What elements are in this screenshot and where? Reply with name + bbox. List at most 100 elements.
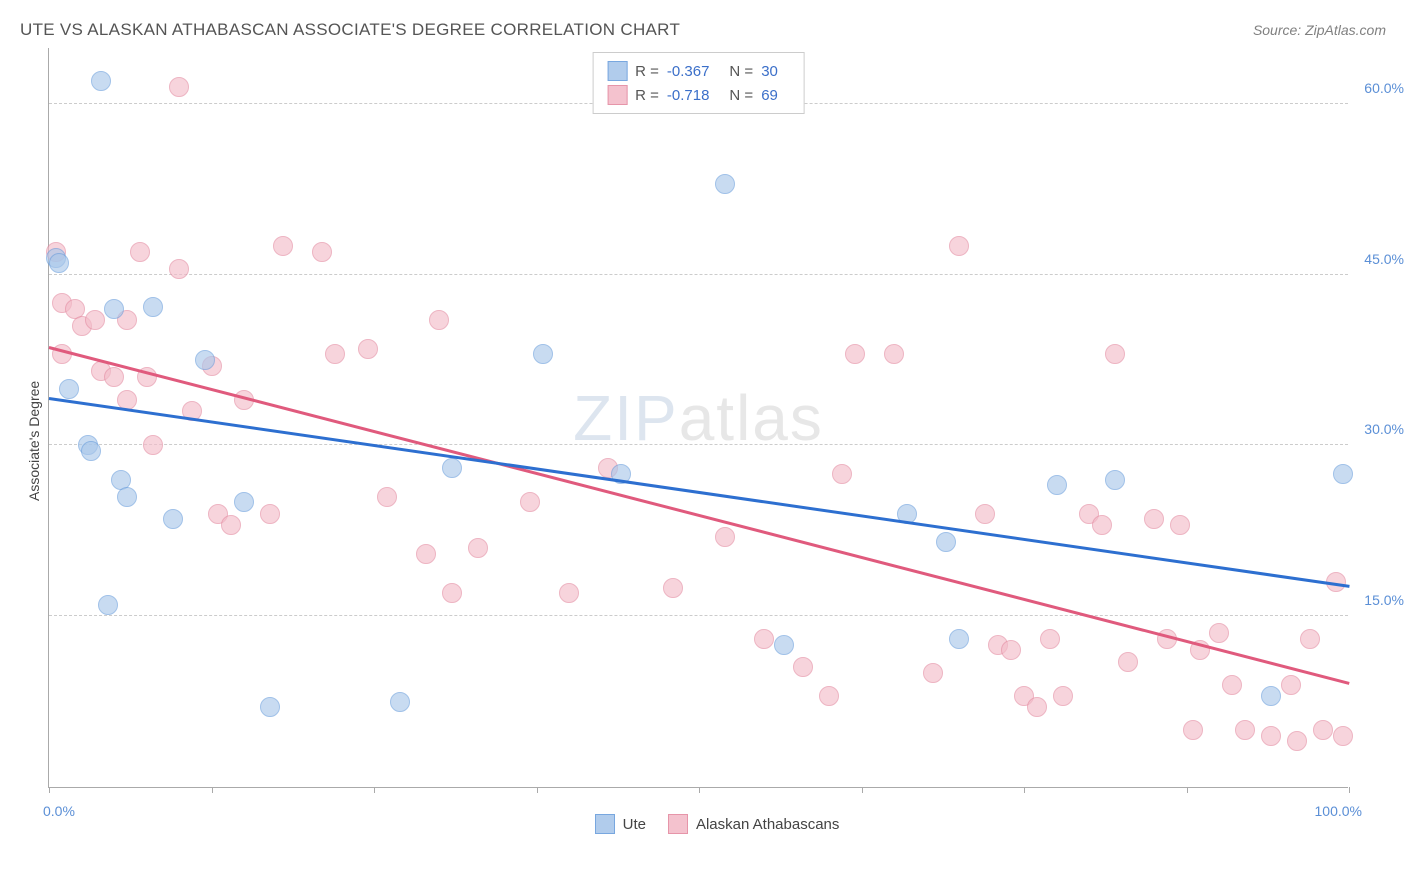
point-ute — [104, 299, 124, 319]
athabascan-r-value: -0.718 — [667, 87, 710, 104]
point-athabascan — [663, 578, 683, 598]
point-ute — [390, 692, 410, 712]
point-athabascan — [442, 583, 462, 603]
point-ute — [143, 297, 163, 317]
swatch-athabascan — [607, 85, 627, 105]
point-athabascan — [520, 492, 540, 512]
point-ute — [1333, 464, 1353, 484]
point-ute — [442, 458, 462, 478]
point-athabascan — [1313, 720, 1333, 740]
point-athabascan — [169, 77, 189, 97]
point-athabascan — [832, 464, 852, 484]
swatch-ute — [595, 814, 615, 834]
athabascan-n-value: 69 — [761, 87, 778, 104]
point-athabascan — [1222, 675, 1242, 695]
point-athabascan — [1209, 623, 1229, 643]
point-athabascan — [1300, 629, 1320, 649]
point-athabascan — [1144, 509, 1164, 529]
r-label: R = — [635, 87, 659, 104]
point-athabascan — [949, 236, 969, 256]
y-axis-label: Associate's Degree — [20, 48, 48, 834]
legend-item-athabascan: Alaskan Athabascans — [668, 814, 839, 834]
point-ute — [774, 635, 794, 655]
point-athabascan — [975, 504, 995, 524]
x-tick-label-right: 100.0% — [1315, 803, 1362, 819]
ute-n-value: 30 — [761, 63, 778, 80]
point-athabascan — [1053, 686, 1073, 706]
point-athabascan — [819, 686, 839, 706]
point-athabascan — [1261, 726, 1281, 746]
point-ute — [98, 595, 118, 615]
point-ute — [163, 509, 183, 529]
point-ute — [936, 532, 956, 552]
x-tick — [699, 787, 700, 793]
x-tick — [1349, 787, 1350, 793]
point-athabascan — [1001, 640, 1021, 660]
y-tick-label: 15.0% — [1364, 592, 1404, 608]
point-athabascan — [325, 344, 345, 364]
point-ute — [49, 253, 69, 273]
chart-container: Associate's Degree ZIPatlas R = -0.367 N… — [20, 48, 1386, 834]
legend-item-ute: Ute — [595, 814, 646, 834]
x-tick — [49, 787, 50, 793]
stats-legend: R = -0.367 N = 30 R = -0.718 N = 69 — [592, 52, 805, 114]
point-athabascan — [1105, 344, 1125, 364]
y-tick-label: 45.0% — [1364, 251, 1404, 267]
point-athabascan — [754, 629, 774, 649]
source-credit: Source: ZipAtlas.com — [1253, 22, 1386, 38]
x-tick — [537, 787, 538, 793]
y-tick-label: 30.0% — [1364, 421, 1404, 437]
series-legend: Ute Alaskan Athabascans — [48, 814, 1386, 834]
point-athabascan — [559, 583, 579, 603]
gridline — [49, 274, 1348, 275]
swatch-athabascan — [668, 814, 688, 834]
point-athabascan — [169, 259, 189, 279]
point-athabascan — [1333, 726, 1353, 746]
plot-area: ZIPatlas R = -0.367 N = 30 R = -0.718 N … — [48, 48, 1348, 788]
stats-row-athabascan: R = -0.718 N = 69 — [607, 83, 790, 107]
x-tick — [1187, 787, 1188, 793]
point-athabascan — [143, 435, 163, 455]
point-athabascan — [130, 242, 150, 262]
legend-label-athabascan: Alaskan Athabascans — [696, 816, 839, 833]
point-athabascan — [1092, 515, 1112, 535]
point-ute — [195, 350, 215, 370]
x-tick-label-left: 0.0% — [43, 803, 75, 819]
point-athabascan — [845, 344, 865, 364]
point-athabascan — [312, 242, 332, 262]
x-tick — [374, 787, 375, 793]
point-athabascan — [715, 527, 735, 547]
gridline — [49, 444, 1348, 445]
swatch-ute — [607, 61, 627, 81]
watermark: ZIPatlas — [573, 381, 824, 455]
point-ute — [1047, 475, 1067, 495]
point-ute — [533, 344, 553, 364]
point-ute — [81, 441, 101, 461]
point-athabascan — [884, 344, 904, 364]
point-athabascan — [273, 236, 293, 256]
legend-label-ute: Ute — [623, 816, 646, 833]
point-athabascan — [104, 367, 124, 387]
point-athabascan — [377, 487, 397, 507]
point-ute — [59, 379, 79, 399]
point-athabascan — [1281, 675, 1301, 695]
point-athabascan — [416, 544, 436, 564]
x-tick — [862, 787, 863, 793]
point-athabascan — [1118, 652, 1138, 672]
point-ute — [91, 71, 111, 91]
point-athabascan — [260, 504, 280, 524]
ute-r-value: -0.367 — [667, 63, 710, 80]
point-athabascan — [1287, 731, 1307, 751]
r-label: R = — [635, 63, 659, 80]
point-ute — [117, 487, 137, 507]
point-athabascan — [1183, 720, 1203, 740]
point-athabascan — [1027, 697, 1047, 717]
x-tick — [212, 787, 213, 793]
point-ute — [949, 629, 969, 649]
point-athabascan — [85, 310, 105, 330]
point-athabascan — [429, 310, 449, 330]
point-athabascan — [468, 538, 488, 558]
point-ute — [715, 174, 735, 194]
point-ute — [1261, 686, 1281, 706]
point-athabascan — [1170, 515, 1190, 535]
